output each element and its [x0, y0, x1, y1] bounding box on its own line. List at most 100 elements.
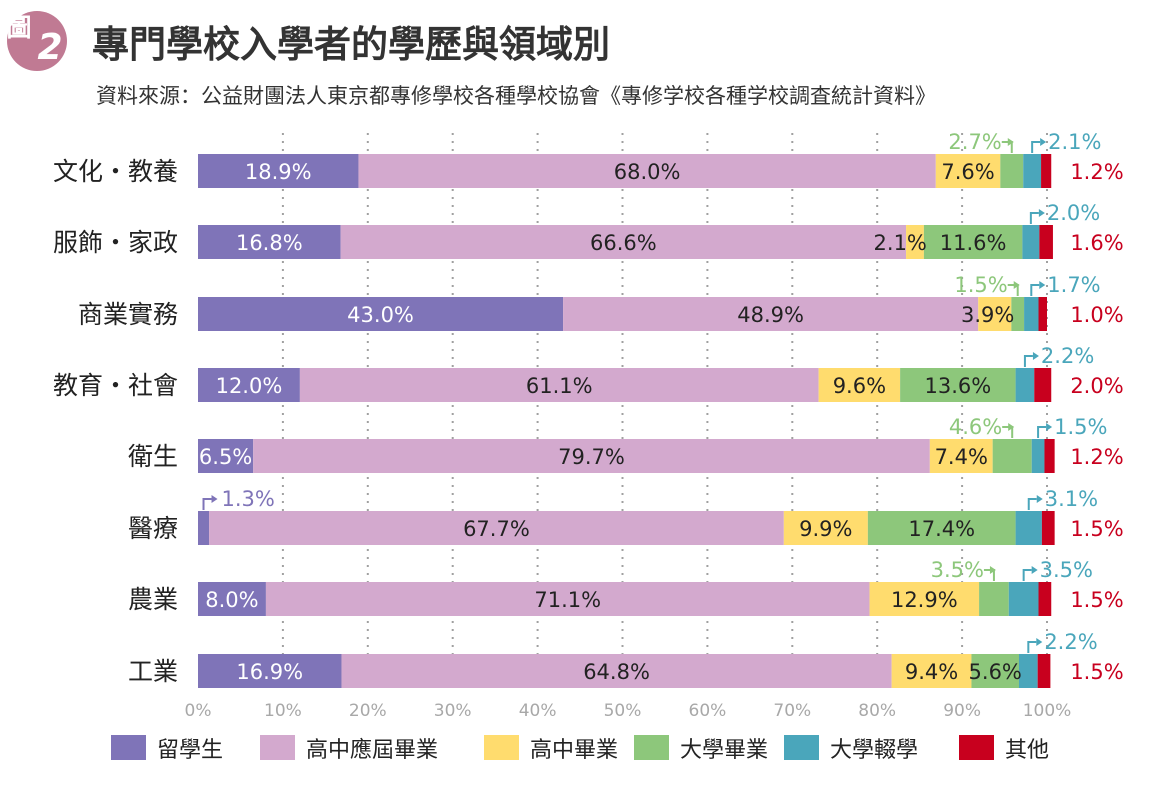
value-label-hs-grad: 7.6%	[941, 160, 994, 184]
bar-other	[1041, 154, 1052, 188]
bar-univ-grad	[923, 225, 1023, 259]
x-tick-label: 10%	[264, 701, 302, 721]
x-tick-label: 50%	[604, 701, 642, 721]
legend-label: 大學輟學	[830, 738, 918, 763]
value-label-study-abroad: 18.9%	[245, 160, 312, 184]
value-label-hs-grad: 7.4%	[935, 445, 988, 469]
x-tick-label: 100%	[1023, 701, 1072, 721]
bar-univ-transfer	[1008, 582, 1039, 616]
category-label: 衛生	[128, 442, 178, 471]
callout-arrow	[1039, 281, 1046, 289]
value-label-univ-grad: 11.6%	[940, 231, 1007, 255]
bar-hs-fresh	[358, 154, 936, 188]
legend-swatch	[784, 735, 819, 760]
legend-label: 高中畢業	[530, 738, 618, 763]
bar-hs-fresh	[341, 654, 892, 688]
category-label: 農業	[128, 585, 178, 614]
value-label-hs-fresh: 67.7%	[463, 517, 530, 541]
legend-item-hs-grad: 高中畢業	[484, 735, 618, 763]
callout-arrow	[1032, 352, 1039, 360]
value-label-hs-grad: 9.6%	[833, 374, 886, 398]
bar-univ-transfer	[1024, 297, 1039, 331]
category-label: 商業實務	[78, 300, 178, 329]
value-label-univ-grad: 17.4%	[908, 517, 975, 541]
bar-univ-grad	[971, 654, 1019, 688]
bar-hs-fresh	[253, 439, 930, 473]
bar-other	[1041, 511, 1055, 545]
bar-row: 教育・社會 12.0% 61.1% 9.6% 13.6% 2.2% 2.0%	[53, 344, 1124, 402]
bar-other	[1034, 368, 1052, 402]
bar-hs-fresh	[265, 582, 870, 616]
bar-hs-grad	[818, 368, 901, 402]
x-tick-label: 40%	[519, 701, 557, 721]
legend-swatch	[959, 735, 994, 760]
x-tick-label: 0%	[185, 701, 212, 721]
bar-other	[1038, 582, 1052, 616]
value-label-study-abroad: 1.3%	[222, 487, 275, 511]
chart-title: 專門學校入學者的學歷與領域別	[92, 23, 610, 66]
callout-line	[1037, 426, 1047, 438]
chart-header: 圖 2 專門學校入學者的學歷與領域別 資料來源：公益財團法人東京都專修學校各種學…	[6, 11, 936, 108]
bar-univ-grad	[1000, 154, 1024, 188]
callout-arrow	[1031, 566, 1038, 574]
callout-line	[1030, 284, 1040, 296]
category-label: 服飾・家政	[53, 228, 178, 257]
value-label-hs-grad: 12.9%	[891, 588, 958, 612]
value-label-univ-transfer: 3.1%	[1045, 487, 1098, 511]
value-label-hs-fresh: 68.0%	[614, 160, 681, 184]
value-label-univ-transfer: 2.2%	[1044, 630, 1097, 654]
bar-univ-transfer	[1015, 368, 1035, 402]
x-tick-label: 70%	[773, 701, 811, 721]
value-label-univ-transfer: 1.5%	[1054, 415, 1107, 439]
bar-hs-grad	[869, 582, 980, 616]
bar-hs-fresh	[299, 368, 819, 402]
bar-other	[1037, 654, 1051, 688]
value-label-other: 1.2%	[1070, 445, 1123, 469]
bar-study-abroad	[198, 154, 359, 188]
x-tick-label: 80%	[858, 701, 896, 721]
category-label: 醫療	[128, 514, 178, 543]
value-label-univ-grad: 4.6%	[949, 415, 1002, 439]
value-label-other: 1.6%	[1070, 231, 1123, 255]
bar-row: 工業 16.9% 64.8% 9.4% 5.6% 2.2% 1.5%	[128, 630, 1124, 688]
value-label-hs-fresh: 79.7%	[558, 445, 625, 469]
bar-hs-grad	[935, 154, 1001, 188]
value-label-other: 1.2%	[1070, 160, 1123, 184]
callout-arrow	[1008, 423, 1015, 431]
legend-label: 留學生	[157, 738, 223, 763]
legend-swatch	[634, 735, 669, 760]
category-label: 教育・社會	[53, 371, 178, 400]
value-label-hs-grad: 3.9%	[961, 303, 1014, 327]
bar-univ-transfer	[1031, 439, 1045, 473]
callout-arrow	[1036, 638, 1043, 646]
value-label-study-abroad: 12.0%	[216, 374, 283, 398]
data-source: 資料來源：公益財團法人東京都專修學校各種學校協會《專修学校各種学校調査統計資料》	[96, 84, 936, 108]
bar-row: 農業 8.0% 71.1% 12.9% 3.5% 3.5% 1.5%	[128, 558, 1124, 616]
value-label-other: 1.5%	[1070, 588, 1123, 612]
legend-label: 其他	[1005, 738, 1049, 763]
callout-line	[1031, 141, 1041, 153]
callout-line	[202, 498, 212, 510]
bar-univ-grad	[900, 368, 1016, 402]
value-label-hs-fresh: 48.9%	[737, 303, 804, 327]
value-label-other: 2.0%	[1070, 374, 1123, 398]
value-label-univ-transfer: 1.7%	[1047, 273, 1100, 297]
bar-other	[1038, 297, 1047, 331]
value-label-hs-fresh: 64.8%	[583, 660, 650, 684]
category-label: 工業	[128, 657, 178, 686]
value-label-hs-fresh: 71.1%	[534, 588, 601, 612]
value-label-univ-transfer: 2.0%	[1047, 201, 1100, 225]
value-label-univ-grad: 2.7%	[948, 130, 1001, 154]
bar-study-abroad	[198, 368, 300, 402]
x-tick-label: 20%	[349, 701, 387, 721]
bar-univ-transfer	[1018, 654, 1038, 688]
value-label-univ-grad: 1.5%	[954, 273, 1007, 297]
bar-study-abroad	[198, 654, 342, 688]
legend-item-study-abroad: 留學生	[111, 735, 223, 763]
bar-hs-fresh	[209, 511, 784, 545]
bar-hs-fresh	[563, 297, 979, 331]
callout-line	[1027, 641, 1037, 653]
value-label-hs-grad: 9.4%	[905, 660, 958, 684]
figure-badge	[7, 11, 67, 71]
bar-study-abroad	[198, 225, 341, 259]
